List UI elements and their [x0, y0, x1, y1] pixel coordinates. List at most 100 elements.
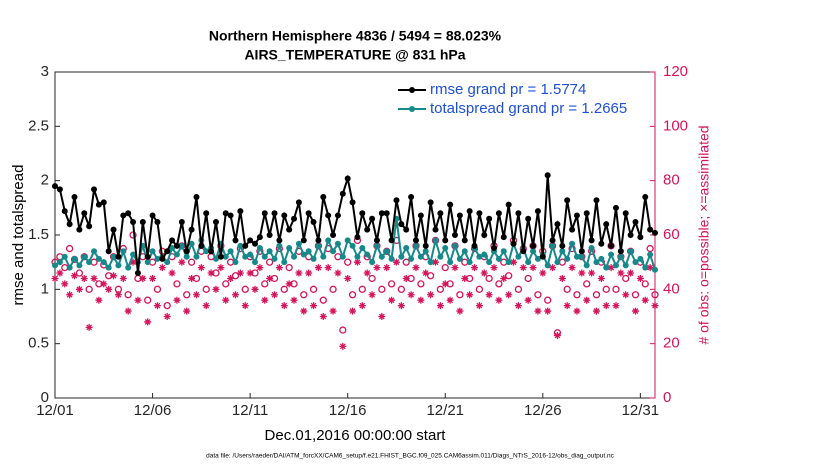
obs-assimilated-marker — [368, 291, 376, 299]
obs-assimilated-marker — [324, 264, 332, 272]
marker — [471, 242, 478, 249]
obs-assimilated-marker — [519, 264, 527, 272]
obs-assimilated-marker — [436, 302, 444, 310]
marker — [627, 248, 634, 255]
obs-possible-marker — [309, 285, 318, 293]
marker — [144, 253, 151, 260]
obs-assimilated-marker — [110, 272, 118, 280]
marker — [647, 226, 654, 233]
marker — [242, 253, 249, 260]
obs-assimilated-marker — [344, 274, 352, 282]
obs-possible-marker — [290, 280, 298, 288]
marker — [442, 245, 449, 252]
obs-assimilated-marker — [431, 258, 439, 266]
marker — [481, 251, 488, 258]
obs-possible-marker — [348, 291, 357, 299]
marker — [100, 199, 107, 206]
obs-assimilated-marker — [56, 269, 64, 277]
marker — [627, 232, 634, 238]
marker — [71, 193, 78, 200]
obs-assimilated-marker — [300, 307, 308, 315]
obs-possible-marker — [280, 285, 288, 293]
marker — [412, 242, 419, 249]
obs-assimilated-marker — [466, 291, 474, 299]
marker — [442, 237, 449, 244]
marker — [344, 237, 351, 244]
obs-assimilated-marker — [505, 291, 513, 299]
marker — [432, 226, 439, 233]
obs-assimilated-marker — [124, 307, 132, 315]
obs-assimilated-marker — [539, 269, 547, 277]
marker — [495, 210, 502, 217]
marker — [173, 251, 180, 258]
marker — [315, 237, 322, 244]
obs-assimilated-marker — [153, 302, 161, 310]
marker — [349, 242, 356, 249]
obs-assimilated-marker — [90, 274, 98, 282]
marker — [447, 201, 454, 208]
marker — [461, 248, 468, 255]
marker — [344, 175, 351, 182]
marker — [286, 245, 293, 252]
marker — [91, 186, 98, 193]
marker — [608, 251, 615, 258]
marker — [554, 221, 561, 228]
obs-assimilated-marker — [417, 296, 425, 304]
marker — [144, 259, 151, 266]
obs-possible-marker — [475, 285, 484, 293]
obs-possible-marker — [407, 274, 415, 283]
marker — [178, 218, 185, 225]
x-tick-label: 12/21 — [426, 402, 464, 419]
obs-assimilated-marker — [612, 302, 620, 310]
obs-assimilated-marker — [607, 264, 615, 272]
obs-possible-marker — [544, 296, 552, 304]
marker — [408, 255, 415, 262]
x-axis-label: Dec.01,2016 00:00:00 start — [265, 427, 447, 444]
marker — [115, 262, 122, 269]
obs-assimilated-marker — [627, 269, 635, 277]
marker — [510, 240, 517, 247]
obs-possible-marker — [495, 280, 503, 288]
marker — [61, 253, 68, 260]
marker — [183, 253, 190, 260]
obs-assimilated-marker — [188, 274, 196, 282]
obs-possible-marker — [285, 263, 293, 272]
obs-possible-marker — [124, 291, 132, 299]
marker — [486, 259, 493, 266]
marker — [359, 210, 366, 217]
marker — [578, 253, 585, 260]
obs-assimilated-marker — [363, 269, 371, 277]
obs-assimilated-marker — [222, 296, 230, 304]
y2-tick-label: 100 — [663, 117, 688, 134]
marker — [408, 193, 415, 200]
marker — [310, 255, 317, 262]
marker — [227, 212, 234, 219]
marker — [271, 255, 278, 262]
obs-assimilated-marker — [236, 269, 244, 277]
marker — [432, 237, 439, 244]
marker — [212, 218, 219, 225]
marker — [525, 259, 532, 266]
obs-assimilated-marker — [290, 296, 298, 304]
marker — [149, 212, 156, 219]
obs-possible-marker — [251, 269, 259, 277]
marker — [632, 259, 639, 266]
obs-possible-marker — [573, 291, 581, 299]
marker — [642, 264, 649, 271]
obs-assimilated-marker — [558, 274, 566, 282]
marker — [495, 255, 502, 262]
y-axis-label: rmse and totalspread — [10, 165, 27, 306]
marker — [530, 242, 537, 249]
marker — [193, 193, 200, 200]
marker — [305, 210, 312, 217]
marker — [588, 237, 595, 244]
marker — [256, 245, 263, 252]
obs-possible-marker — [524, 274, 532, 283]
series-line — [54, 174, 656, 274]
obs-assimilated-marker — [178, 258, 186, 266]
obs-assimilated-marker — [514, 302, 522, 310]
obs-assimilated-marker — [651, 302, 659, 310]
marker — [139, 218, 146, 225]
marker — [593, 259, 600, 266]
marker — [412, 237, 419, 244]
